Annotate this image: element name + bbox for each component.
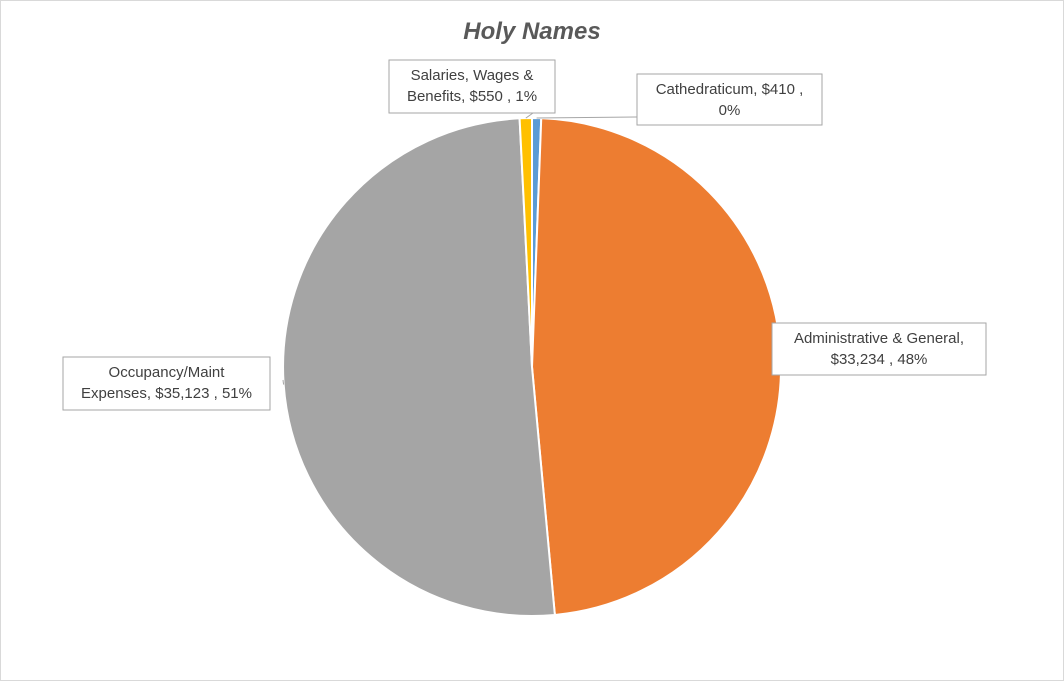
data-labels: Cathedraticum, $410 , 0% Administrative & … — [62, 59, 987, 411]
data-label-salaries-wages-benefits: Salaries, Wages & Benefits, $550 , 1% — [407, 67, 537, 105]
data-label-administrative-general: Administrative & General, $33,234 , 48% — [794, 330, 964, 368]
pie-slice-administrative-general — [530, 117, 782, 617]
pie-slices — [282, 116, 782, 617]
pie-slice-occupancy-maint-expenses — [282, 117, 556, 617]
leader-line-salaries-wages-benefits — [525, 112, 534, 119]
leader-line-cathedraticum — [536, 116, 638, 119]
leader-line-occupancy-maint-expenses — [282, 379, 285, 385]
chart-title: Holy Names — [463, 18, 601, 45]
data-label-occupancy-maint-expenses: Occupancy/Maint Expenses, $35,123 , 51% — [81, 364, 252, 402]
data-label-box-occupancy-maint-expenses — [62, 356, 271, 411]
data-label-box-cathedraticum — [636, 73, 823, 126]
data-label-cathedraticum: Cathedraticum, $410 , 0% — [656, 81, 804, 119]
data-label-box-salaries-wages-benefits — [388, 59, 556, 114]
data-label-box-administrative-general — [771, 322, 987, 376]
